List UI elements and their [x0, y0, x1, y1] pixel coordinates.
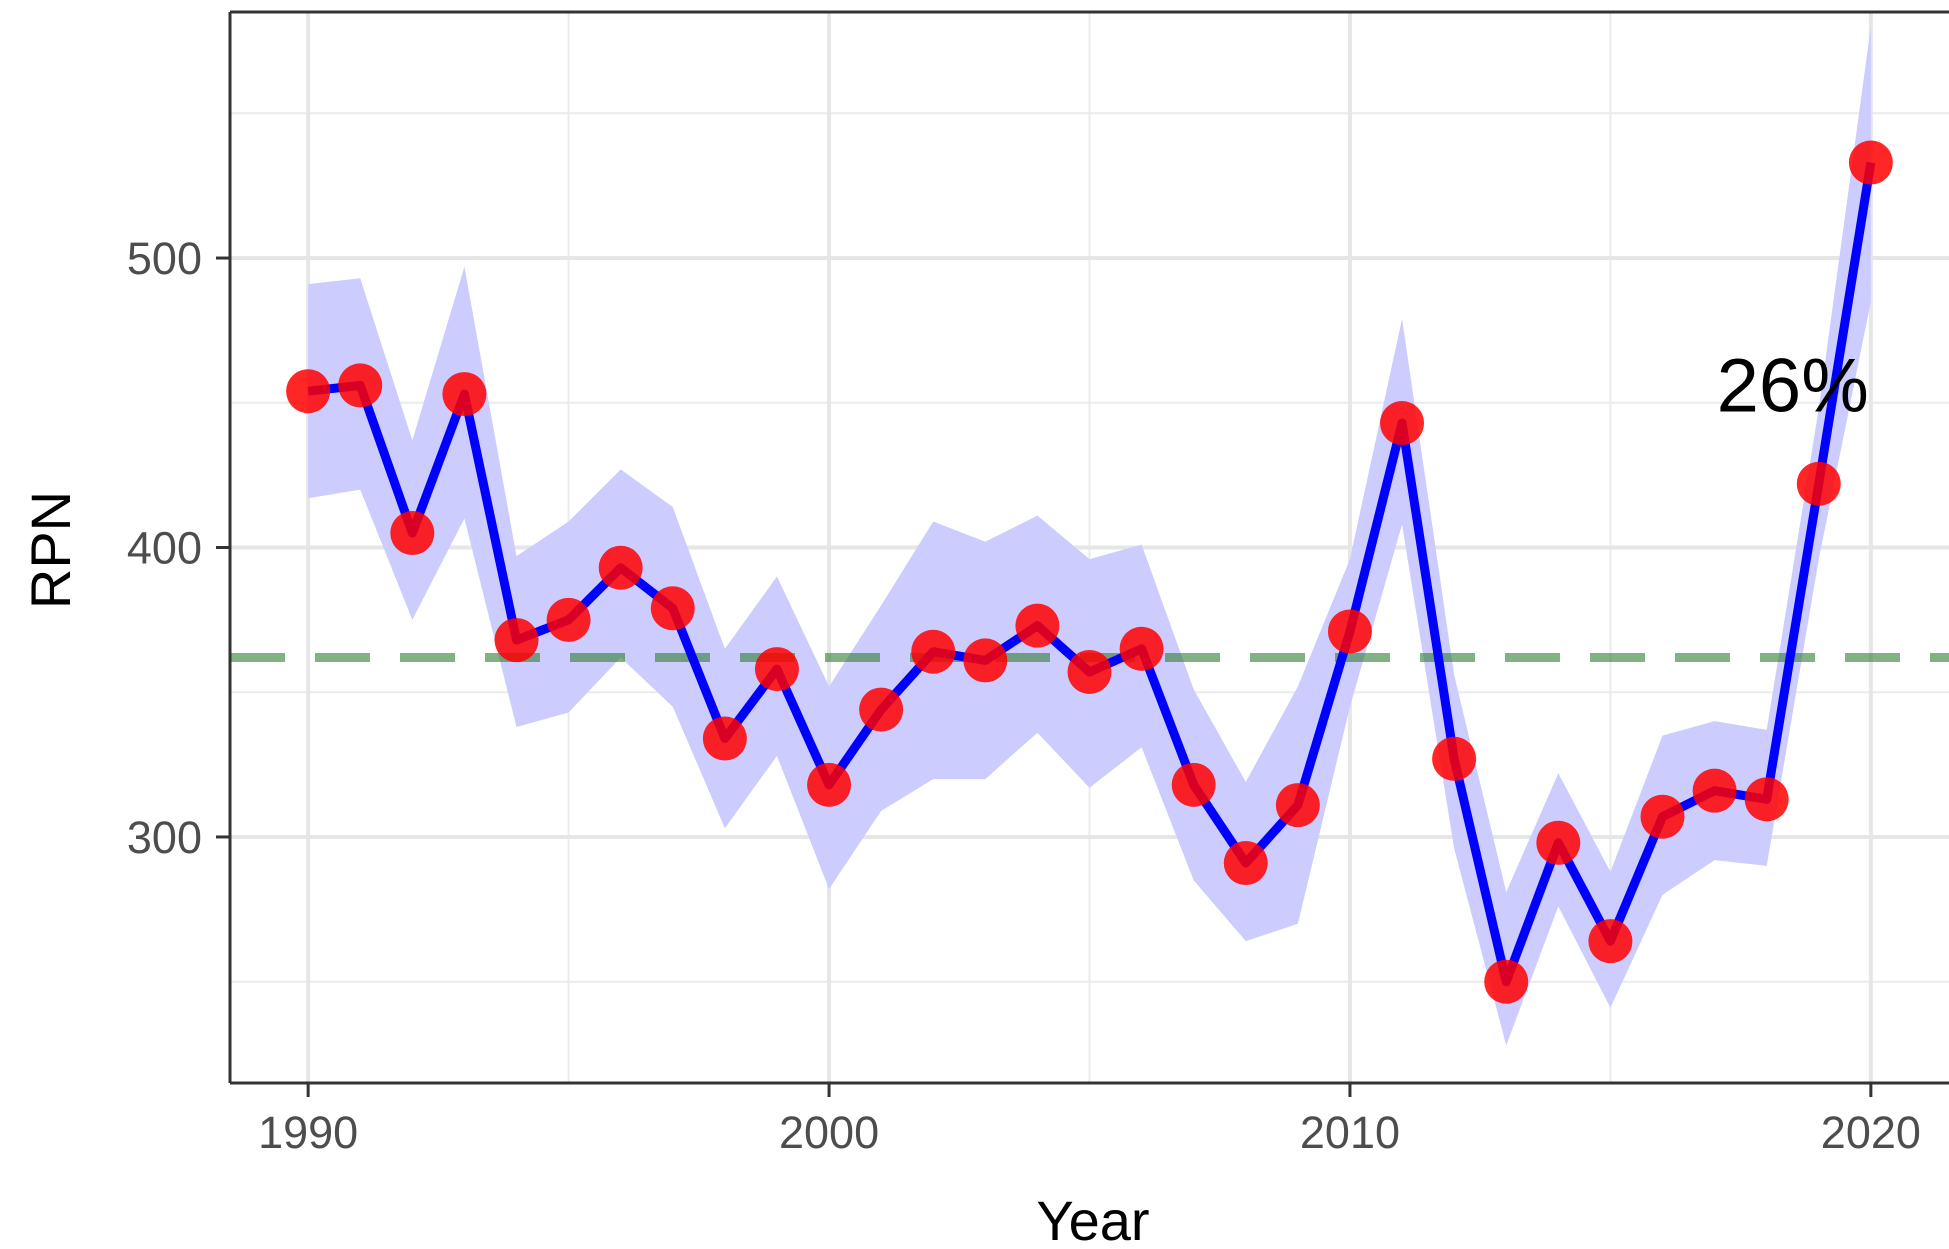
data-point — [1849, 141, 1893, 185]
data-point — [703, 717, 747, 761]
data-point — [1068, 650, 1112, 694]
data-point — [1432, 737, 1476, 781]
data-point — [651, 586, 695, 630]
data-point — [1172, 763, 1216, 807]
annotation-layer: 26% — [1717, 343, 1869, 428]
data-point — [807, 763, 851, 807]
data-point — [755, 647, 799, 691]
data-point — [963, 638, 1007, 682]
data-point — [442, 372, 486, 416]
data-point — [1588, 919, 1632, 963]
y-axis-title: RPN — [19, 491, 82, 609]
data-point — [1015, 604, 1059, 648]
x-axis-title: Year — [1036, 1189, 1149, 1249]
x-tick-label: 2020 — [1821, 1107, 1921, 1158]
y-tick-label: 400 — [127, 523, 202, 574]
data-point — [338, 363, 382, 407]
y-tick-label: 500 — [127, 233, 202, 284]
y-tick-label: 300 — [127, 812, 202, 863]
data-point — [1328, 609, 1372, 653]
data-point — [1484, 960, 1528, 1004]
data-point — [859, 688, 903, 732]
data-point — [1693, 769, 1737, 813]
data-point — [1797, 462, 1841, 506]
data-point — [495, 618, 539, 662]
data-point — [1380, 401, 1424, 445]
x-tick-label: 1990 — [258, 1107, 358, 1158]
x-tick-label: 2000 — [779, 1107, 879, 1158]
data-point — [1745, 777, 1789, 821]
data-point — [1120, 627, 1164, 671]
data-point — [599, 546, 643, 590]
annotation-label: 26% — [1717, 343, 1869, 428]
data-point — [1536, 821, 1580, 865]
data-point — [390, 511, 434, 555]
data-point — [286, 369, 330, 413]
x-tick-label: 2010 — [1300, 1107, 1400, 1158]
data-point — [1224, 841, 1268, 885]
data-point — [1641, 795, 1685, 839]
data-point — [1276, 783, 1320, 827]
data-point — [911, 630, 955, 674]
data-point — [547, 598, 591, 642]
